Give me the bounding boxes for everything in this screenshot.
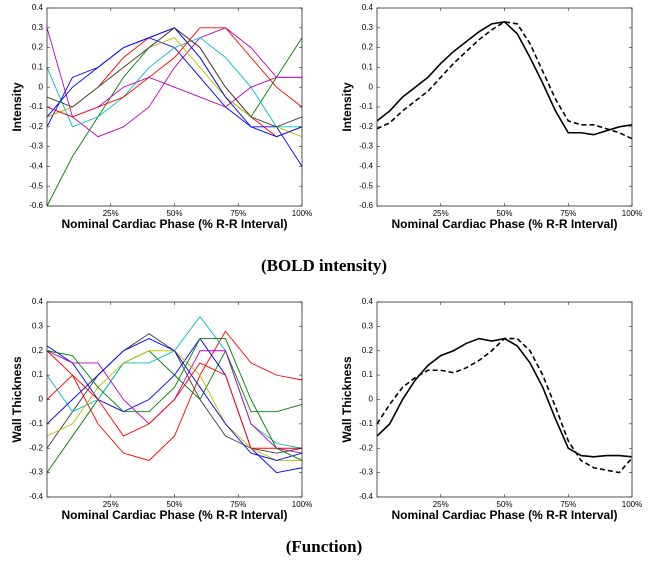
x-tick-label: 100% <box>622 500 642 509</box>
y-tick-label: -0.6 <box>29 201 43 210</box>
x-tick-label: 50% <box>166 209 182 218</box>
y-tick-label: 0 <box>369 82 374 91</box>
data-line <box>376 21 633 136</box>
axes: -0.4 -0.3 -0.2 -0.1 0 0.1 0.2 0.3 0.4 25% 50% 75% 10… <box>10 297 312 522</box>
y-axis-label: Wall Thickness <box>10 356 24 443</box>
data-line <box>46 37 302 128</box>
y-tick-label: -0.5 <box>29 181 43 190</box>
data-line <box>376 21 633 140</box>
x-tick-label: 100% <box>622 209 642 218</box>
x-axis-label: Nominal Cardiac Phase (% R-R Interval) <box>391 508 617 522</box>
y-tick-label: 0.4 <box>32 3 44 12</box>
x-tick-label: 100% <box>292 500 312 509</box>
y-tick-label: -0.6 <box>359 201 373 210</box>
y-tick-label: -0.1 <box>29 102 43 111</box>
x-tick-label: 25% <box>103 500 119 509</box>
data-line <box>46 338 303 461</box>
data-line <box>46 338 303 461</box>
y-axis-label: Wall Thickness <box>340 356 354 443</box>
data-line <box>46 337 303 474</box>
x-tick-label: 50% <box>496 209 512 218</box>
data-line <box>46 27 303 128</box>
y-tick-label: 0.2 <box>362 346 374 355</box>
data-line <box>46 362 302 449</box>
y-axis-label: Intensity <box>340 82 354 132</box>
y-tick-label: 0.1 <box>32 370 44 379</box>
y-tick-label: 0.2 <box>32 43 44 52</box>
y-tick-label: -0.1 <box>29 419 43 428</box>
y-tick-label: 0.4 <box>362 297 374 306</box>
y-tick-label: 0.1 <box>362 370 374 379</box>
x-tick-label: 25% <box>433 500 449 509</box>
y-tick-label: -0.2 <box>359 122 373 131</box>
y-tick-label: 0.1 <box>362 63 374 72</box>
x-axis-label: Nominal Cardiac Phase (% R-R Interval) <box>61 217 287 231</box>
axes: -0.4 -0.3 -0.2 -0.1 0 0.1 0.2 0.3 0.4 25% 50% 75% 10… <box>340 297 642 522</box>
x-tick-label: 100% <box>292 209 312 218</box>
y-tick-label: 0 <box>39 395 44 404</box>
y-tick-label: -0.4 <box>29 162 43 171</box>
y-tick-label: 0.4 <box>32 297 44 306</box>
y-tick-label: 0.4 <box>362 3 374 12</box>
y-tick-label: -0.3 <box>29 142 43 151</box>
x-tick-label: 50% <box>166 500 182 509</box>
caption: (Function) <box>286 537 363 556</box>
y-tick-label: 0.1 <box>32 63 44 72</box>
y-tick-label: -0.3 <box>359 142 373 151</box>
x-tick-label: 25% <box>433 209 449 218</box>
x-tick-label: 75% <box>230 500 246 509</box>
y-tick-label: -0.3 <box>359 468 373 477</box>
data-line <box>376 337 633 474</box>
y-tick-label: -0.2 <box>29 443 43 452</box>
y-tick-label: 0.3 <box>362 23 374 32</box>
y-axis-label: Intensity <box>10 82 24 132</box>
y-tick-label: 0.3 <box>32 321 44 330</box>
y-tick-label: 0.3 <box>32 23 44 32</box>
data-line <box>46 27 303 118</box>
x-tick-label: 75% <box>560 500 576 509</box>
x-tick-label: 75% <box>230 209 246 218</box>
axes: -0.6 -0.5 -0.4 -0.3 -0.2 -0.1 0 0.1 0.2 0.3 0.4 25%… <box>340 3 642 231</box>
y-tick-label: -0.2 <box>29 122 43 131</box>
data-line <box>46 330 303 461</box>
y-tick-label: -0.4 <box>359 492 373 501</box>
plot-area <box>377 8 632 206</box>
y-tick-label: -0.1 <box>359 419 373 428</box>
x-tick-label: 75% <box>560 209 576 218</box>
x-tick-label: 25% <box>103 209 119 218</box>
y-tick-label: 0 <box>39 82 44 91</box>
y-tick-label: 0 <box>369 395 374 404</box>
y-tick-label: -0.5 <box>359 181 373 190</box>
y-tick-label: -0.1 <box>359 102 373 111</box>
y-tick-label: 0.2 <box>362 43 374 52</box>
x-axis-label: Nominal Cardiac Phase (% R-R Interval) <box>391 217 617 231</box>
caption: (BOLD intensity) <box>261 256 387 275</box>
y-tick-label: -0.4 <box>29 492 43 501</box>
y-tick-label: -0.3 <box>29 468 43 477</box>
y-tick-label: 0.2 <box>32 346 44 355</box>
x-axis-label: Nominal Cardiac Phase (% R-R Interval) <box>61 508 287 522</box>
axes: -0.6 -0.5 -0.4 -0.3 -0.2 -0.1 0 0.1 0.2 0.3 0.4 25%… <box>10 3 312 231</box>
plot-area <box>47 8 302 206</box>
x-tick-label: 50% <box>496 500 512 509</box>
y-tick-label: 0.3 <box>362 321 374 330</box>
y-tick-label: -0.2 <box>359 443 373 452</box>
y-tick-label: -0.4 <box>359 162 373 171</box>
data-line <box>46 27 302 138</box>
